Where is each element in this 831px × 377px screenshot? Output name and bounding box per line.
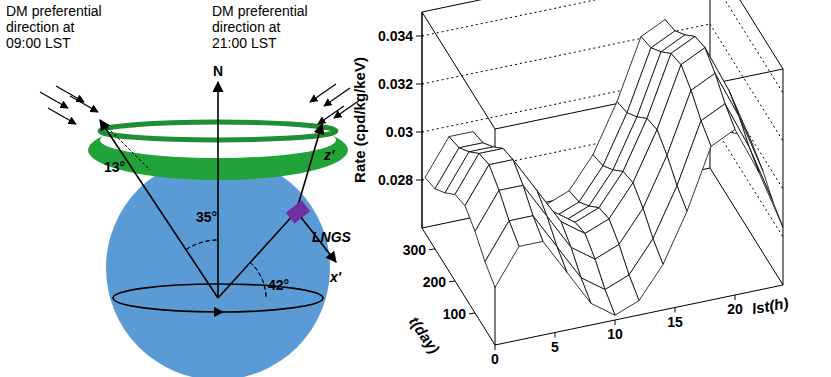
y-axis-line <box>422 228 495 345</box>
z-tick-label: 0.03 <box>386 124 413 140</box>
dm-flux <box>40 92 68 108</box>
site-label: LNGS <box>312 229 352 245</box>
note: DM preferential <box>6 3 102 19</box>
x-tick-label: 20 <box>727 301 743 317</box>
y-tick <box>449 281 455 282</box>
z-axis-title: Rate (cpd/kg/keV) <box>351 57 368 183</box>
y-tick <box>469 313 475 314</box>
x-tick <box>675 308 676 313</box>
y-tick <box>429 249 435 250</box>
z-tick-label: 0.034 <box>378 28 413 44</box>
note: DM preferential <box>212 3 308 19</box>
dm-flux <box>310 84 336 102</box>
diagram: DM preferentialdirection at09:00 LSTDM p… <box>6 3 360 377</box>
axis-label: x' <box>329 269 342 285</box>
frame <box>783 69 784 285</box>
north-label: N <box>213 63 223 79</box>
z-tick <box>416 132 422 133</box>
dm-flux <box>70 96 98 112</box>
angle-label: 35° <box>196 209 217 225</box>
note: direction at <box>6 19 75 35</box>
frame <box>422 12 495 129</box>
surface-cell <box>533 216 567 273</box>
y-tick-label: 100 <box>443 306 467 322</box>
surface-cell <box>725 104 759 173</box>
surface-cell <box>485 221 519 288</box>
dm-flux <box>318 106 344 124</box>
x-tick <box>735 295 736 300</box>
angle-label: 13° <box>104 159 125 175</box>
dm-direction-left <box>100 120 218 298</box>
x-tick <box>495 345 496 350</box>
dm-flux <box>56 86 84 102</box>
z-tick <box>416 84 422 85</box>
surface <box>425 20 783 316</box>
angle-arc <box>186 240 218 250</box>
x-tick-label: 15 <box>667 314 683 330</box>
x-tick <box>555 333 556 338</box>
note: 09:00 LST <box>6 35 71 51</box>
x-axis-title: lst(h) <box>751 294 790 317</box>
z-tick-label: 0.028 <box>378 172 413 188</box>
x-tick-label: 5 <box>551 339 559 355</box>
note: 21:00 LST <box>212 35 277 51</box>
y-tick-label: 200 <box>423 274 447 290</box>
x-tick-label: 0 <box>491 351 499 367</box>
z-tick-label: 0.032 <box>378 76 413 92</box>
frame <box>422 0 710 12</box>
z-axis <box>296 124 322 212</box>
y-axis-title: t(day) <box>406 313 443 356</box>
note: direction at <box>212 19 281 35</box>
dm-flux <box>324 88 350 106</box>
axis-label: z' <box>323 147 335 163</box>
y-tick-label: 300 <box>403 242 427 258</box>
north-axis <box>217 82 219 298</box>
z-axis-line <box>422 12 423 228</box>
frame <box>422 12 423 228</box>
angle-arc <box>250 262 266 298</box>
frame <box>710 168 783 285</box>
x-axis-line <box>495 285 783 345</box>
x-tick <box>615 320 616 325</box>
dm-flux <box>48 108 76 124</box>
surface-cell <box>739 116 773 201</box>
site-marker <box>286 200 310 223</box>
frame <box>710 0 783 69</box>
equator-arrow <box>214 307 224 317</box>
x-tick-label: 10 <box>607 326 623 342</box>
surface-chart: 0 5 10 15 20 100 200 300 0.028 0.03 0.032 0.034 Rate… <box>351 0 790 367</box>
surface-cell <box>557 247 591 304</box>
z-tick <box>416 36 422 37</box>
site-radius <box>218 212 296 298</box>
angle-label: 42° <box>268 277 289 293</box>
z-tick <box>416 180 422 181</box>
